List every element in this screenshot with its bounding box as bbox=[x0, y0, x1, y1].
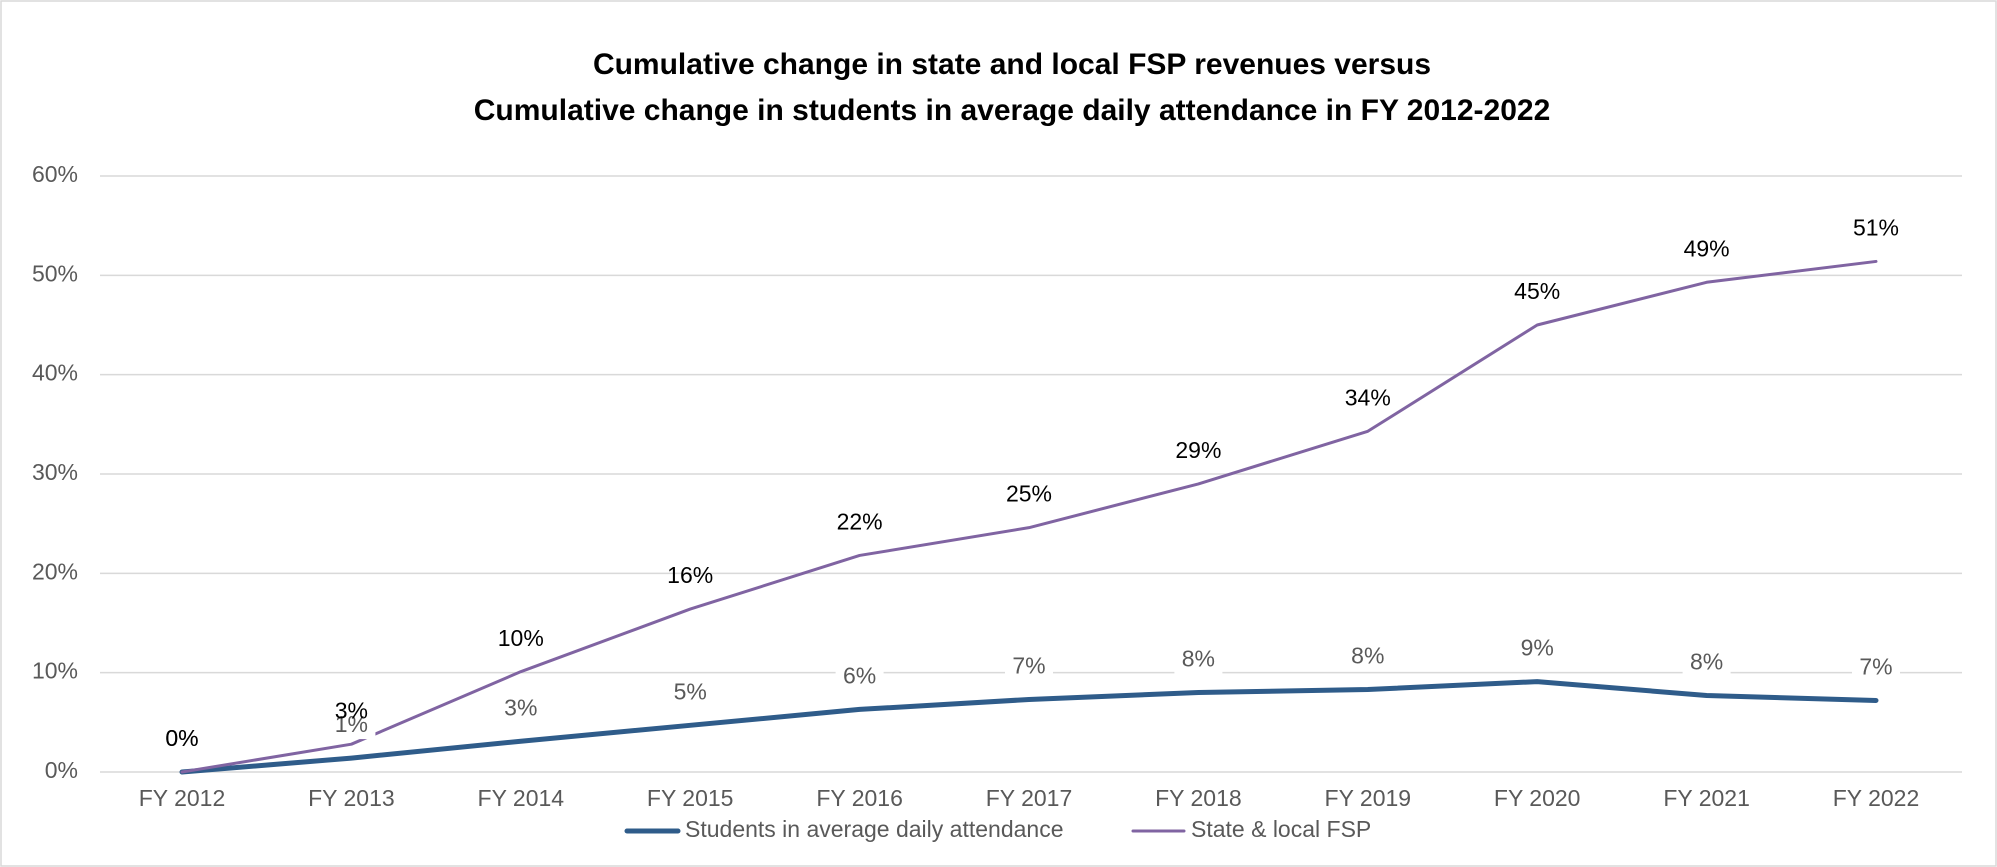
label-bg bbox=[835, 664, 884, 691]
data-label: 3% bbox=[504, 694, 537, 720]
data-label: 0% bbox=[165, 725, 198, 751]
chart-title: Cumulative change in students in average… bbox=[474, 94, 1551, 127]
x-tick-label: FY 2022 bbox=[1833, 785, 1920, 811]
label-bg bbox=[327, 713, 376, 740]
data-label: 51% bbox=[1853, 215, 1899, 241]
y-tick-label: 40% bbox=[32, 360, 78, 386]
data-label: 29% bbox=[1175, 437, 1221, 463]
x-tick-label: FY 2017 bbox=[986, 785, 1073, 811]
data-label: 45% bbox=[1514, 278, 1560, 304]
x-tick-label: FY 2013 bbox=[308, 785, 395, 811]
x-tick-label: FY 2016 bbox=[816, 785, 903, 811]
chart-title: Cumulative change in state and local FSP… bbox=[593, 48, 1431, 81]
data-label: 8% bbox=[1351, 643, 1384, 669]
series-line bbox=[180, 259, 1878, 774]
data-label: 6% bbox=[843, 662, 876, 688]
series-line bbox=[179, 679, 1879, 775]
data-label: 3% bbox=[335, 697, 368, 723]
data-label: 5% bbox=[674, 678, 707, 704]
label-bg bbox=[1682, 650, 1731, 677]
x-tick-label: FY 2012 bbox=[139, 785, 226, 811]
x-tick-label: FY 2014 bbox=[478, 785, 565, 811]
label-bg bbox=[1343, 644, 1392, 671]
label-bg bbox=[496, 696, 545, 723]
y-tick-label: 50% bbox=[32, 260, 78, 286]
legend-label: State & local FSP bbox=[1191, 816, 1371, 842]
label-bg bbox=[1174, 647, 1223, 674]
label-bg bbox=[1852, 655, 1900, 682]
legend-label: Students in average daily attendance bbox=[685, 816, 1064, 842]
label-bg bbox=[1513, 636, 1562, 663]
label-bg bbox=[1005, 654, 1053, 681]
data-label: 7% bbox=[1012, 653, 1045, 679]
label-bg bbox=[666, 680, 715, 707]
label-bg bbox=[158, 727, 206, 753]
y-tick-label: 60% bbox=[32, 161, 78, 187]
x-tick-label: FY 2019 bbox=[1325, 785, 1412, 811]
data-label: 49% bbox=[1684, 235, 1730, 261]
data-label: 8% bbox=[1182, 646, 1215, 672]
x-tick-label: FY 2015 bbox=[647, 785, 734, 811]
data-label: 7% bbox=[1859, 654, 1892, 680]
y-tick-label: 30% bbox=[32, 459, 78, 485]
data-label: 10% bbox=[498, 625, 544, 651]
y-tick-label: 10% bbox=[32, 658, 78, 684]
y-tick-label: 0% bbox=[45, 757, 78, 783]
data-label: 0% bbox=[165, 725, 198, 751]
x-tick-label: FY 2021 bbox=[1663, 785, 1750, 811]
data-label: 1% bbox=[335, 711, 368, 737]
y-tick-label: 20% bbox=[32, 558, 78, 584]
data-label: 34% bbox=[1345, 384, 1391, 410]
data-label: 8% bbox=[1690, 649, 1723, 675]
x-tick-label: FY 2018 bbox=[1155, 785, 1242, 811]
data-label: 22% bbox=[837, 509, 883, 535]
data-label: 25% bbox=[1006, 481, 1052, 507]
data-label: 16% bbox=[667, 562, 713, 588]
data-label: 9% bbox=[1521, 635, 1554, 661]
x-tick-label: FY 2020 bbox=[1494, 785, 1581, 811]
